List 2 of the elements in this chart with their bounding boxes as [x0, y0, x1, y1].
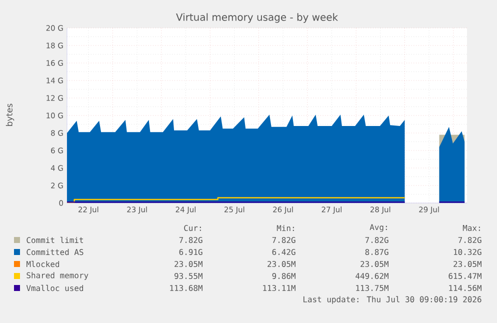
y-axis-title: bytes — [6, 104, 14, 126]
chart-title: Virtual memory usage - by week — [176, 13, 338, 23]
